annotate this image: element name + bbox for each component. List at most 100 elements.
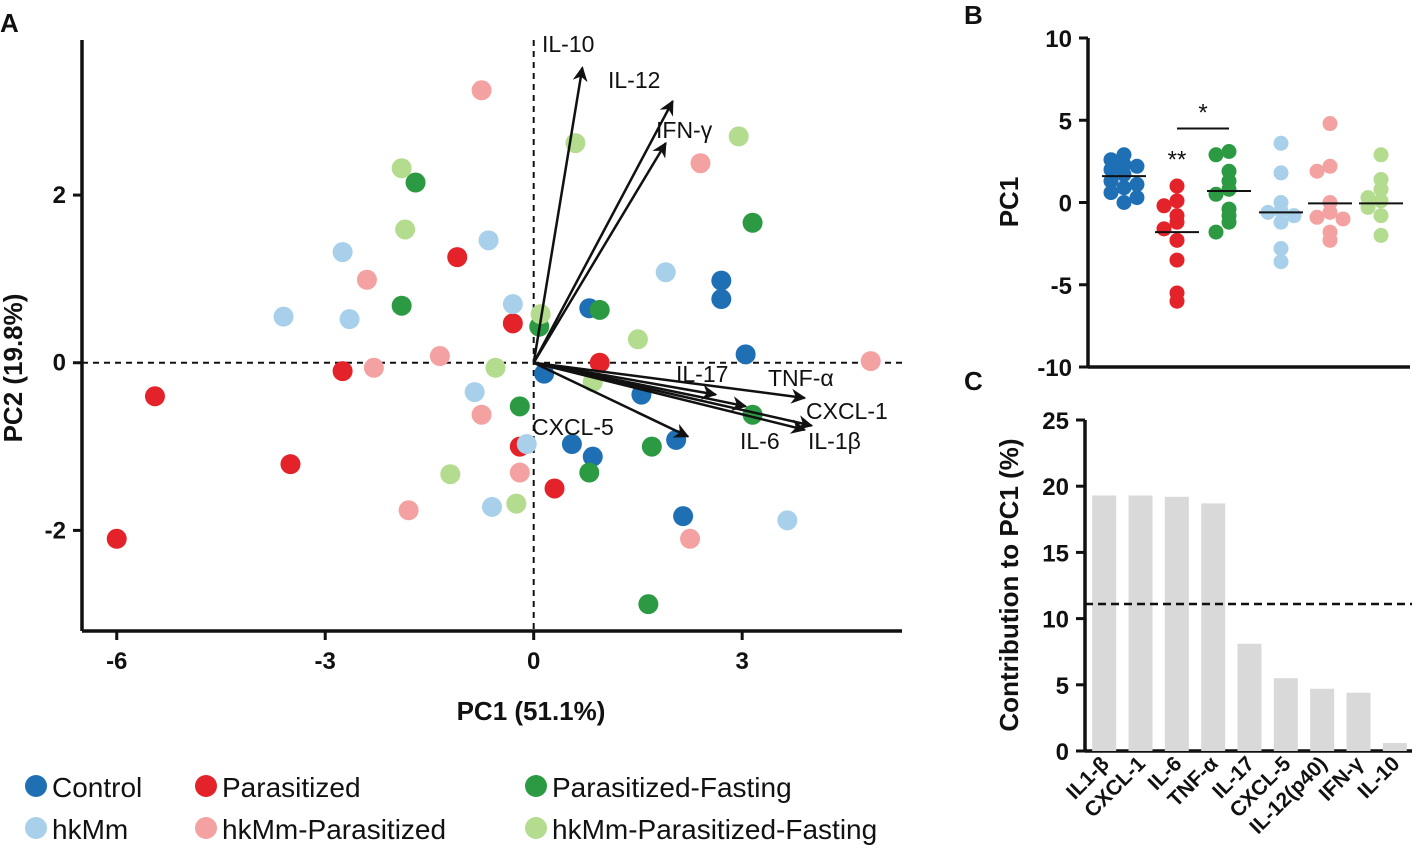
legend-swatch-hkmm_parasitized [195, 817, 217, 839]
pca-point-hkmm [502, 294, 523, 315]
pc1-point-hkmm_parasitized [1322, 232, 1338, 248]
pc1-point-hkmm_parasitized_fasting [1373, 147, 1389, 163]
legend-label-parasitized: Parasitized [222, 772, 361, 803]
pca-point-parasitized_fasting [742, 212, 763, 233]
contribution-y-tick-label: 15 [1042, 540, 1069, 567]
pc1-point-hkmm_parasitized_fasting [1373, 208, 1389, 224]
pc1-point-hkmm [1273, 135, 1289, 151]
pca-point-parasitized_fasting [579, 462, 600, 483]
pc1-point-control [1129, 158, 1145, 174]
legend-label-hkmm_parasitized_fasting: hkMm-Parasitized-Fasting [552, 814, 877, 845]
contribution-bar-2 [1164, 496, 1189, 751]
pc1-point-hkmm_parasitized_fasting [1373, 193, 1389, 209]
pc1-point-control [1129, 190, 1145, 206]
contribution-bar-4 [1237, 643, 1262, 751]
pc1-point-hkmm [1273, 214, 1289, 230]
loading-label-IL-1β: IL-1β [808, 428, 861, 454]
pc1-point-parasitized [1156, 221, 1172, 237]
pc1-y-tick-label: 5 [1059, 108, 1072, 135]
contribution-y-tick-label: 25 [1042, 408, 1069, 435]
pca-point-hkmm [482, 496, 502, 517]
pc1-point-parasitized [1169, 293, 1185, 309]
loading-arrow-CXCL-5 [533, 361, 690, 438]
legend-swatch-control [25, 775, 47, 797]
pc1-point-control [1103, 173, 1119, 189]
pca-point-hkmm_parasitized [471, 404, 492, 425]
pc1-y-tick-label: -5 [1051, 273, 1072, 300]
loading-arrow-IL-6 [533, 361, 748, 411]
pca-point-parasitized_fasting [509, 396, 530, 417]
pca-point-control [735, 344, 756, 365]
loading-label-IL-12: IL-12 [608, 67, 660, 93]
pca-x-tick-label: -3 [315, 648, 336, 675]
pc1-y-tick-label: -10 [1037, 355, 1072, 382]
pca-point-parasitized_fasting [742, 404, 763, 425]
panel-label-c: C [964, 366, 983, 396]
pc1-point-control [1103, 185, 1119, 201]
pc1-point-hkmm_parasitized [1335, 211, 1351, 227]
pc1-point-parasitized [1169, 232, 1185, 248]
pca-y-tick-label: -2 [45, 517, 66, 544]
pca-point-hkmm [332, 242, 353, 263]
pc1-point-parasitized [1156, 198, 1172, 214]
pca-y-tick-label: 0 [53, 350, 66, 377]
pca-point-parasitized [447, 247, 468, 268]
pca-y-tick-label: 2 [53, 182, 66, 209]
pca-point-control [711, 289, 732, 310]
pca-point-hkmm_parasitized [680, 528, 701, 549]
pc1-y-axis-title: PC1 [994, 177, 1024, 228]
pca-point-hkmm_parasitized_fasting [395, 219, 416, 240]
pc1-point-hkmm_parasitized [1309, 209, 1325, 225]
loading-label-TNF-α: TNF-α [768, 365, 834, 391]
legend-swatch-hkmm_parasitized_fasting [525, 817, 547, 839]
loading-arrow-IL-1β [533, 361, 807, 434]
pc1-point-control [1116, 167, 1132, 183]
pca-point-control [561, 434, 582, 455]
contribution-category-label: IL-10 [1353, 752, 1404, 803]
pc1-point-control [1129, 176, 1145, 192]
pca-point-hkmm_parasitized [471, 80, 492, 101]
pca-point-hkmm [777, 510, 798, 531]
contribution-bar-7 [1346, 692, 1371, 751]
pca-point-hkmm_parasitized [398, 500, 419, 521]
pc1-point-hkmm [1273, 254, 1289, 270]
panel-label-b: B [964, 0, 983, 30]
pca-x-axis-title: PC1 (51.1%) [457, 696, 606, 726]
pca-point-hkmm_parasitized [509, 462, 530, 483]
pca-x-tick-label: 0 [527, 648, 540, 675]
pc1-point-control [1103, 162, 1119, 178]
pca-point-hkmm [273, 306, 294, 327]
pca-point-hkmm [339, 309, 360, 330]
pca-point-hkmm_parasitized_fasting [506, 493, 527, 514]
pc1-y-tick-label: 10 [1045, 26, 1072, 53]
contribution-bar-0 [1092, 495, 1117, 751]
pc1-point-parasitized_fasting [1208, 147, 1224, 163]
loading-arrow-TNF-α [533, 361, 807, 404]
pc1-point-hkmm_parasitized [1322, 204, 1338, 220]
loading-arrow-IL-12 [532, 99, 674, 364]
legend-label-control: Control [52, 772, 142, 803]
legend-label-hkmm: hkMm [52, 814, 128, 845]
pc1-y-tick-label: 0 [1059, 191, 1072, 218]
pca-point-hkmm_parasitized [356, 269, 377, 290]
pca-point-hkmm [478, 230, 499, 251]
pca-point-hkmm_parasitized [363, 357, 384, 378]
contribution-y-tick-label: 0 [1056, 739, 1069, 766]
pca-point-hkmm [464, 382, 485, 403]
pc1-point-hkmm_parasitized_fasting [1360, 199, 1376, 215]
pc1-point-hkmm [1273, 241, 1289, 257]
pca-point-control [582, 446, 603, 467]
pca-y-axis-title: PC2 (19.8%) [0, 294, 28, 443]
pc1-point-hkmm_parasitized_fasting [1373, 227, 1389, 243]
contribution-bar-1 [1128, 495, 1153, 751]
pc1-point-parasitized_fasting [1221, 181, 1237, 197]
pca-point-hkmm_parasitized [860, 351, 881, 372]
pc1-point-hkmm [1273, 165, 1289, 181]
pc1-point-parasitized [1169, 214, 1185, 230]
pca-point-control [534, 363, 555, 384]
pc1-point-parasitized_fasting [1221, 214, 1237, 230]
panel-label-a: A [0, 8, 19, 38]
pc1-point-hkmm [1286, 208, 1302, 224]
